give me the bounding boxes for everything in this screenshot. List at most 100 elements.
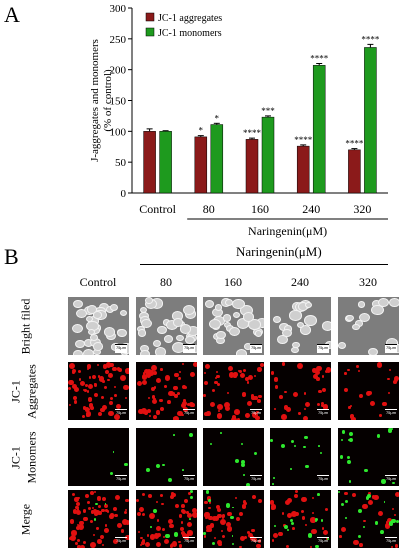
scale-bar: 75μm (317, 537, 329, 546)
red-fluorescence-dot (100, 407, 106, 413)
green-fluorescence-dot (253, 451, 257, 456)
red-fluorescence-dot (90, 510, 95, 515)
red-fluorescence-dot (114, 414, 121, 420)
red-fluorescence-dot (108, 362, 114, 368)
red-fluorescence-dot (125, 535, 129, 541)
green-fluorescence-dot (190, 490, 194, 494)
red-fluorescence-dot (272, 532, 279, 538)
green-fluorescence-dot (240, 442, 243, 445)
green-fluorescence-dot (165, 533, 170, 539)
red-fluorescence-dot (179, 526, 185, 531)
cell-shape (183, 304, 196, 315)
red-fluorescence-dot (105, 509, 108, 512)
cell-shape (145, 297, 154, 304)
red-fluorescence-dot (302, 415, 308, 420)
cell-shape (224, 298, 234, 306)
cell-shape (338, 342, 347, 350)
green-fluorescence-dot (290, 521, 295, 526)
green-fluorescence-dot (367, 493, 371, 498)
red-fluorescence-dot (386, 377, 390, 381)
y-tick-label: 300 (110, 3, 127, 15)
green-fluorescence-dot (94, 518, 97, 521)
red-fluorescence-dot (147, 396, 150, 399)
red-fluorescence-dot (87, 367, 90, 371)
green-fluorescence-dot (162, 463, 165, 467)
red-fluorescence-dot (316, 365, 323, 372)
red-fluorescence-dot (256, 410, 259, 414)
green-fluorescence-dot (340, 503, 344, 507)
green-fluorescence-dot (234, 458, 239, 464)
bar-monomers (210, 124, 224, 194)
red-fluorescence-dot (116, 403, 122, 409)
red-fluorescence-dot (226, 511, 232, 517)
red-fluorescence-dot (88, 376, 92, 379)
red-fluorescence-dot (183, 533, 189, 540)
red-fluorescence-dot (119, 374, 126, 381)
cell-shape (242, 311, 255, 322)
red-fluorescence-dot (217, 513, 222, 519)
red-fluorescence-dot (102, 364, 108, 370)
red-fluorescence-dot (281, 512, 285, 515)
green-fluorescence-dot (283, 524, 289, 530)
red-fluorescence-dot (311, 528, 317, 535)
red-fluorescence-dot (356, 365, 359, 369)
cell-shape (282, 328, 293, 338)
red-fluorescence-dot (96, 527, 99, 530)
red-fluorescence-dot (100, 396, 104, 400)
red-fluorescence-dot (239, 536, 245, 542)
green-fluorescence-dot (346, 455, 350, 459)
cell-shape (86, 305, 97, 314)
red-fluorescence-dot (316, 377, 320, 381)
red-fluorescence-dot (73, 387, 79, 393)
red-fluorescence-dot (221, 514, 225, 518)
red-fluorescence-dot (301, 516, 306, 520)
red-fluorescence-dot (169, 523, 175, 529)
red-fluorescence-dot (211, 388, 215, 392)
panel-a-letter: A (4, 2, 20, 27)
y-tick-label: 250 (110, 34, 127, 46)
red-fluorescence-dot (141, 379, 147, 385)
red-fluorescence-dot (98, 510, 102, 515)
red-fluorescence-dot (87, 500, 91, 504)
red-fluorescence-dot (348, 406, 351, 409)
red-fluorescence-dot (175, 504, 179, 509)
x-tick-label: Control (139, 202, 176, 216)
red-fluorescence-dot (258, 498, 263, 503)
red-fluorescence-dot (154, 386, 157, 389)
red-fluorescence-dot (309, 545, 312, 548)
column-label: 160 (224, 275, 242, 289)
green-fluorescence-dot (381, 479, 386, 484)
red-fluorescence-dot (394, 375, 399, 382)
red-fluorescence-dot (247, 533, 253, 539)
red-fluorescence-dot (238, 369, 242, 373)
red-fluorescence-dot (290, 511, 297, 517)
red-fluorescence-dot (246, 400, 252, 407)
red-fluorescence-dot (256, 543, 261, 548)
y-tick-label: 50 (115, 157, 127, 169)
red-fluorescence-dot (164, 375, 170, 381)
red-fluorescence-dot (109, 397, 113, 401)
column-label: 80 (160, 275, 172, 289)
red-fluorescence-dot (271, 539, 275, 542)
micrograph-image: 75μm (203, 490, 264, 548)
green-fluorescence-dot (320, 519, 323, 522)
red-fluorescence-dot (178, 514, 182, 518)
red-fluorescence-dot (192, 508, 197, 514)
y-tick-label: 200 (110, 65, 127, 77)
scale-bar: 75μm (115, 344, 127, 353)
red-fluorescence-dot (251, 395, 256, 401)
red-fluorescence-dot (159, 406, 165, 411)
red-fluorescence-dot (324, 507, 328, 512)
red-fluorescence-dot (96, 363, 100, 366)
red-fluorescence-dot (393, 380, 397, 385)
red-fluorescence-dot (385, 520, 389, 524)
red-fluorescence-dot (125, 508, 128, 511)
scale-bar: 75μm (250, 537, 262, 546)
cell-shape (137, 329, 147, 337)
red-fluorescence-dot (293, 493, 299, 499)
cell-shape (140, 349, 150, 355)
red-fluorescence-dot (228, 371, 235, 378)
bar-monomers (364, 47, 377, 194)
green-fluorescence-dot (308, 533, 313, 538)
cell-shape (139, 307, 148, 314)
